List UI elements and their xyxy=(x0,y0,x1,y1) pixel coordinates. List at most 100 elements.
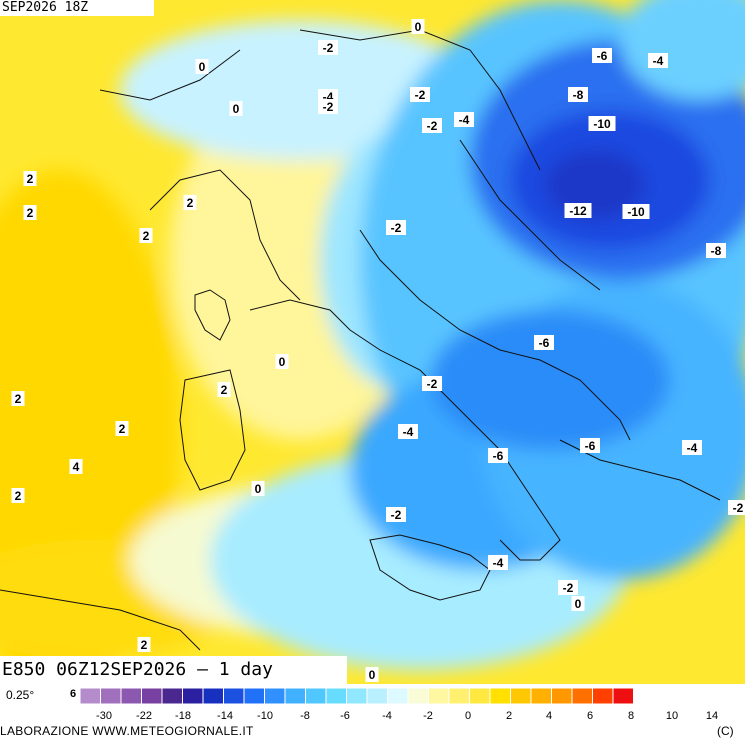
contour-label: 2 xyxy=(12,488,25,503)
copyright-mark: (C) xyxy=(717,724,734,738)
contour-label-text: -4 xyxy=(403,425,414,439)
contour-label-text: 0 xyxy=(279,355,286,369)
contour-label: -2 xyxy=(410,87,430,102)
contour-label: -6 xyxy=(580,438,600,453)
contour-label-text: -2 xyxy=(323,41,334,55)
contour-label-text: -10 xyxy=(627,205,645,219)
legend-swatches xyxy=(80,688,634,704)
contour-label: 2 xyxy=(218,382,231,397)
contour-label-text: 2 xyxy=(143,229,150,243)
legend-tick-label: 10 xyxy=(666,710,678,722)
contour-label: 0 xyxy=(230,101,243,116)
contour-label-text: 2 xyxy=(27,206,34,220)
contour-label-text: -4 xyxy=(493,556,504,570)
legend-swatch xyxy=(531,688,552,704)
legend-swatch xyxy=(490,688,511,704)
contour-label: 4 xyxy=(70,459,83,474)
legend-swatch xyxy=(244,688,265,704)
contour-label: -2 xyxy=(728,500,745,515)
legend-swatch xyxy=(265,688,286,704)
contour-label: -10 xyxy=(589,116,616,131)
contour-label: -2 xyxy=(318,99,338,114)
contour-label: 2 xyxy=(116,421,129,436)
contour-label-text: 2 xyxy=(15,392,22,406)
legend-swatch xyxy=(408,688,429,704)
legend-swatch xyxy=(162,688,183,704)
contour-label-text: 0 xyxy=(255,482,262,496)
map-canvas: 0-20-4-2-20-2-4-6-4-8-10-12-10-82222-2-6… xyxy=(0,0,745,684)
contour-label: -4 xyxy=(648,53,668,68)
legend-tick-label: -8 xyxy=(300,710,310,722)
contour-label: 2 xyxy=(140,228,153,243)
contour-label-text: -2 xyxy=(733,501,744,515)
legend-swatch xyxy=(306,688,327,704)
contour-label: -2 xyxy=(558,580,578,595)
map-bottom-title: E850 06Z12SEP2026 – 1 day xyxy=(0,656,347,684)
legend-tick-label: 0 xyxy=(465,710,471,722)
contour-label-text: -4 xyxy=(459,113,470,127)
contour-label: 0 xyxy=(196,59,209,74)
contour-label-text: 0 xyxy=(199,60,206,74)
contour-label: -12 xyxy=(565,203,592,218)
contour-label-text: 0 xyxy=(575,597,582,611)
legend-tick-label: 6 xyxy=(587,710,593,722)
legend-tick-label: -4 xyxy=(382,710,392,722)
contour-label-text: 2 xyxy=(221,383,228,397)
contour-label: 0 xyxy=(572,596,585,611)
contour-label-text: -2 xyxy=(323,100,334,114)
contour-label-text: 2 xyxy=(27,172,34,186)
legend-swatch xyxy=(285,688,306,704)
contour-label-text: 0 xyxy=(233,102,240,116)
contour-label-text: -8 xyxy=(573,88,584,102)
legend-swatch xyxy=(572,688,593,704)
legend-swatch xyxy=(224,688,245,704)
legend-swatch xyxy=(429,688,450,704)
contour-label-text: -4 xyxy=(687,441,698,455)
contour-label-text: -2 xyxy=(427,119,438,133)
contour-label-text: -12 xyxy=(569,204,587,218)
contour-label: 0 xyxy=(252,481,265,496)
footer-credit: LABORAZIONE WWW.METEOGIORNALE.IT xyxy=(0,724,254,738)
contour-label: 2 xyxy=(24,171,37,186)
contour-label: -2 xyxy=(318,40,338,55)
contour-label-text: 0 xyxy=(415,20,422,34)
legend-swatch xyxy=(593,688,614,704)
legend-swatch xyxy=(80,688,101,704)
contour-label: 2 xyxy=(24,205,37,220)
legend-swatch xyxy=(183,688,204,704)
legend-swatch xyxy=(613,688,634,704)
legend-swatch xyxy=(101,688,122,704)
legend-swatch xyxy=(367,688,388,704)
legend-swatch xyxy=(388,688,409,704)
contour-label: 2 xyxy=(138,637,151,652)
legend-tick-label: -18 xyxy=(175,710,191,722)
contour-label-text: -2 xyxy=(391,221,402,235)
legend-swatch xyxy=(552,688,573,704)
legend-swatch xyxy=(347,688,368,704)
contour-label: -4 xyxy=(682,440,702,455)
contour-label: -6 xyxy=(488,448,508,463)
contour-label-text: 2 xyxy=(119,422,126,436)
contour-label: -2 xyxy=(386,507,406,522)
contour-label-text: -2 xyxy=(391,508,402,522)
contour-label: -4 xyxy=(398,424,418,439)
contour-label: 2 xyxy=(12,391,25,406)
legend-tick-label: -30 xyxy=(96,710,112,722)
contour-label-text: -6 xyxy=(585,439,596,453)
legend-tick-label: 8 xyxy=(628,710,634,722)
contour-label-text: -6 xyxy=(539,336,550,350)
contour-label-text: -2 xyxy=(415,88,426,102)
legend-tick-label: -10 xyxy=(257,710,273,722)
contour-label: -2 xyxy=(422,118,442,133)
contour-label: -6 xyxy=(592,48,612,63)
contour-label: 0 xyxy=(276,354,289,369)
contour-label-text: 0 xyxy=(369,668,376,682)
contour-label: -4 xyxy=(488,555,508,570)
legend-left-stub: 6 xyxy=(70,688,76,700)
legend-tick-label: -14 xyxy=(217,710,233,722)
contour-label: -2 xyxy=(386,220,406,235)
legend-tick-label: 4 xyxy=(546,710,552,722)
legend-swatch xyxy=(470,688,491,704)
contour-label: -2 xyxy=(422,376,442,391)
